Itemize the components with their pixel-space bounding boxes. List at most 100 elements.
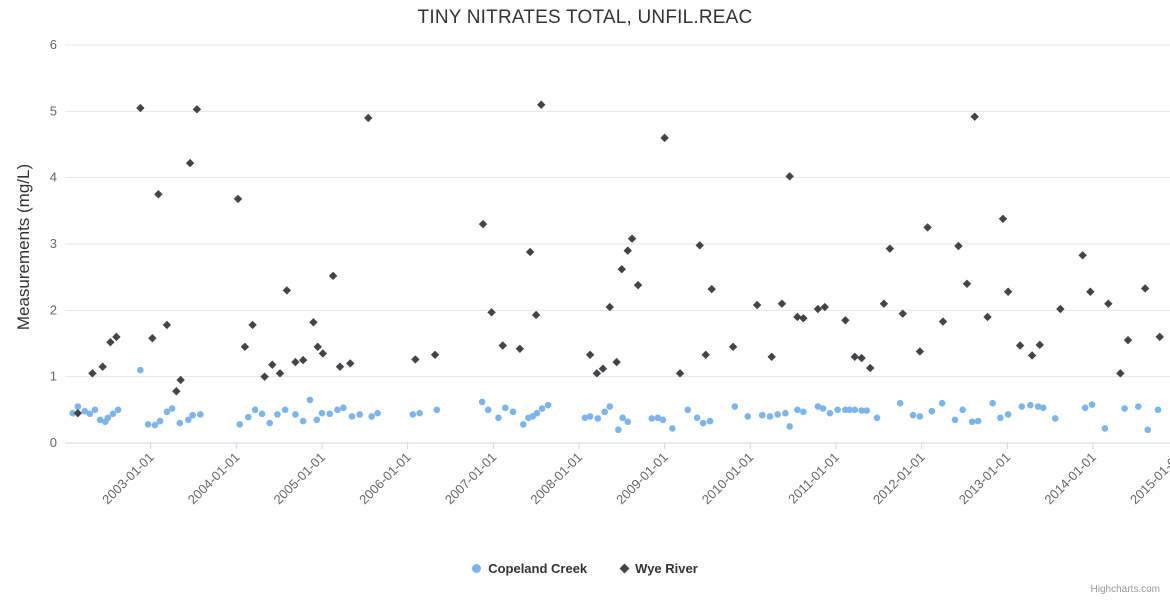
point-wye-river[interactable] xyxy=(633,280,643,290)
point-copeland-creek[interactable] xyxy=(594,415,602,422)
highcharts-credits-link[interactable]: Highcharts.com xyxy=(1090,584,1160,595)
point-wye-river[interactable] xyxy=(1078,251,1087,260)
point-copeland-creek[interactable] xyxy=(1004,411,1012,418)
point-copeland-creek[interactable] xyxy=(374,409,381,417)
point-copeland-creek[interactable] xyxy=(313,416,321,424)
point-wye-river[interactable] xyxy=(268,360,277,369)
point-copeland-creek[interactable] xyxy=(1154,406,1162,414)
point-copeland-creek[interactable] xyxy=(1144,426,1152,434)
point-wye-river[interactable] xyxy=(335,362,345,371)
point-wye-river[interactable] xyxy=(1056,304,1065,314)
point-copeland-creek[interactable] xyxy=(356,411,363,418)
point-copeland-creek[interactable] xyxy=(478,398,486,406)
point-copeland-creek[interactable] xyxy=(484,406,492,414)
point-copeland-creek[interactable] xyxy=(863,407,871,414)
point-copeland-creek[interactable] xyxy=(1034,403,1042,410)
point-wye-river[interactable] xyxy=(813,304,823,314)
point-copeland-creek[interactable] xyxy=(659,416,667,424)
point-copeland-creek[interactable] xyxy=(266,419,274,427)
point-copeland-creek[interactable] xyxy=(274,411,281,418)
point-wye-river[interactable] xyxy=(785,172,794,181)
point-wye-river[interactable] xyxy=(309,318,318,327)
point-wye-river[interactable] xyxy=(148,333,157,343)
point-wye-river[interactable] xyxy=(498,341,507,350)
point-wye-river[interactable] xyxy=(1035,340,1044,350)
point-copeland-creek[interactable] xyxy=(151,421,159,429)
point-copeland-creek[interactable] xyxy=(846,406,853,414)
point-copeland-creek[interactable] xyxy=(1101,425,1109,432)
point-wye-river[interactable] xyxy=(106,337,115,347)
point-wye-river[interactable] xyxy=(923,223,932,232)
point-copeland-creek[interactable] xyxy=(74,403,82,410)
point-wye-river[interactable] xyxy=(98,362,107,371)
point-wye-river[interactable] xyxy=(328,271,338,281)
point-wye-river[interactable] xyxy=(248,320,257,330)
point-copeland-creek[interactable] xyxy=(91,406,99,414)
point-wye-river[interactable] xyxy=(592,369,602,378)
point-wye-river[interactable] xyxy=(799,314,808,323)
point-copeland-creek[interactable] xyxy=(245,413,252,421)
point-copeland-creek[interactable] xyxy=(326,410,333,418)
point-wye-river[interactable] xyxy=(487,308,496,317)
point-wye-river[interactable] xyxy=(707,284,716,294)
point-copeland-creek[interactable] xyxy=(606,403,614,410)
point-copeland-creek[interactable] xyxy=(236,421,244,428)
point-wye-river[interactable] xyxy=(617,265,626,274)
point-copeland-creek[interactable] xyxy=(533,409,541,417)
point-copeland-creek[interactable] xyxy=(851,406,859,414)
point-wye-river[interactable] xyxy=(623,246,632,255)
point-wye-river[interactable] xyxy=(752,300,762,310)
point-wye-river[interactable] xyxy=(192,105,202,114)
point-wye-river[interactable] xyxy=(240,342,250,352)
point-wye-river[interactable] xyxy=(850,352,859,361)
point-copeland-creek[interactable] xyxy=(989,399,996,407)
point-copeland-creek[interactable] xyxy=(292,411,299,418)
legend-item-wye-river[interactable]: Wye River xyxy=(619,561,698,576)
point-wye-river[interactable] xyxy=(962,279,972,288)
point-copeland-creek[interactable] xyxy=(1121,405,1128,412)
point-wye-river[interactable] xyxy=(793,312,802,322)
point-copeland-creek[interactable] xyxy=(348,413,356,420)
point-copeland-creek[interactable] xyxy=(938,399,946,407)
point-wye-river[interactable] xyxy=(112,332,121,342)
point-wye-river[interactable] xyxy=(938,317,948,326)
point-wye-river[interactable] xyxy=(915,347,925,356)
point-copeland-creek[interactable] xyxy=(951,416,959,424)
point-copeland-creek[interactable] xyxy=(109,410,117,418)
point-wye-river[interactable] xyxy=(411,355,420,364)
point-wye-river[interactable] xyxy=(291,357,300,367)
point-wye-river[interactable] xyxy=(172,387,181,396)
point-wye-river[interactable] xyxy=(525,247,535,257)
point-wye-river[interactable] xyxy=(857,353,866,363)
point-wye-river[interactable] xyxy=(162,320,172,330)
point-copeland-creek[interactable] xyxy=(334,406,341,414)
point-wye-river[interactable] xyxy=(73,408,83,418)
point-wye-river[interactable] xyxy=(154,190,163,199)
point-copeland-creek[interactable] xyxy=(1051,415,1059,422)
point-copeland-creek[interactable] xyxy=(538,405,546,412)
point-wye-river[interactable] xyxy=(88,369,97,378)
point-wye-river[interactable] xyxy=(885,244,895,253)
point-wye-river[interactable] xyxy=(1015,341,1025,350)
point-copeland-creek[interactable] xyxy=(104,414,112,422)
point-wye-river[interactable] xyxy=(970,112,979,121)
point-copeland-creek[interactable] xyxy=(909,411,917,419)
point-wye-river[interactable] xyxy=(313,342,322,352)
point-wye-river[interactable] xyxy=(364,113,373,123)
point-wye-river[interactable] xyxy=(531,310,541,320)
point-copeland-creek[interactable] xyxy=(495,414,502,422)
point-wye-river[interactable] xyxy=(820,302,829,312)
point-copeland-creek[interactable] xyxy=(318,409,326,417)
point-copeland-creek[interactable] xyxy=(928,407,936,415)
point-copeland-creek[interactable] xyxy=(814,403,822,410)
point-wye-river[interactable] xyxy=(1116,369,1125,378)
point-wye-river[interactable] xyxy=(1003,287,1013,296)
point-copeland-creek[interactable] xyxy=(581,414,589,422)
point-copeland-creek[interactable] xyxy=(997,414,1004,422)
point-copeland-creek[interactable] xyxy=(706,417,714,425)
point-wye-river[interactable] xyxy=(1140,284,1150,293)
point-wye-river[interactable] xyxy=(282,286,292,295)
point-wye-river[interactable] xyxy=(233,194,243,204)
point-copeland-creek[interactable] xyxy=(800,408,807,416)
point-wye-river[interactable] xyxy=(1155,332,1164,342)
